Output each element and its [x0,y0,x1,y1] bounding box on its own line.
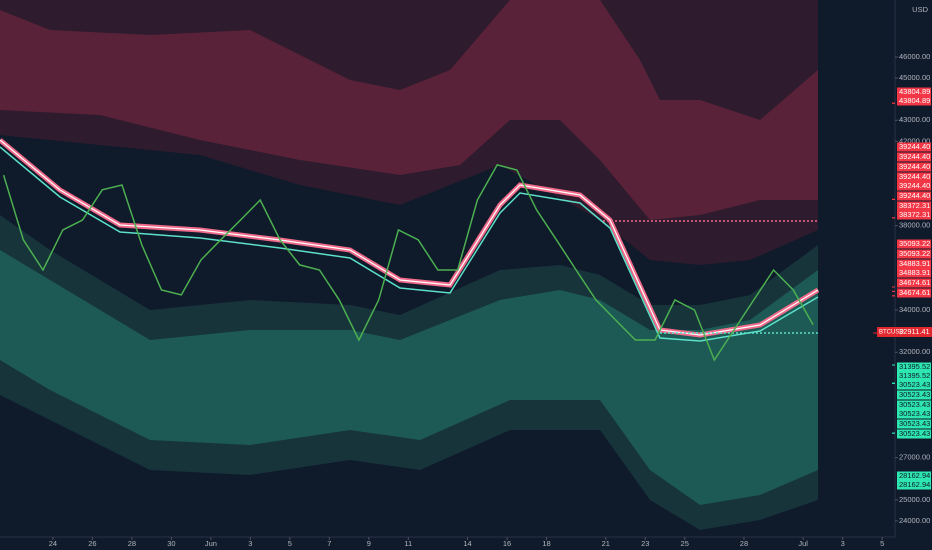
y-tick-label: 38000.00 [899,221,930,230]
symbol-label: BTCUSD [879,330,904,336]
price-label: 34883.91 [899,259,930,268]
moving-average [0,146,819,342]
currency-label: USD [912,5,928,14]
x-tick-label: 28 [128,539,136,548]
last-price-label: 32911.41 [899,327,930,336]
price-label-box [897,96,931,106]
y-tick-label: 46000.00 [899,52,930,61]
price-label: 39244.40 [899,172,930,181]
price-label-box [897,172,931,182]
price-line [2,164,814,362]
price-label: 30523.43 [899,429,930,438]
price-label-box [897,390,931,400]
x-tick-label: 25 [681,539,689,548]
x-tick-label: 11 [404,539,412,548]
price-label: 31395.52 [899,371,930,380]
price-label-box [897,210,931,220]
price-label: 38372.31 [899,201,930,210]
price-label: 30523.43 [899,409,930,418]
price-label-box [897,201,931,211]
price-label: 28162.94 [899,480,930,489]
y-tick-label: 27000.00 [899,453,930,462]
y-tick-label: 24000.00 [899,516,930,525]
price-label-box [897,288,931,298]
x-tick-label: 21 [602,539,610,548]
price-label-box [897,87,931,97]
y-tick-label: 25000.00 [899,495,930,504]
price-label-box [897,471,931,481]
price-label: 30523.43 [899,380,930,389]
price-label: 35093.22 [899,239,930,248]
price-label-box [897,249,931,259]
price-label-box [897,181,931,191]
x-tick-label: 18 [542,539,550,548]
price-label: 30523.43 [899,419,930,428]
price-label-box [897,142,931,152]
price-label: 30523.43 [899,400,930,409]
price-label-box [897,278,931,288]
last-price-box [877,327,932,337]
price-label-box [897,409,931,419]
x-tick-label: 5 [880,539,884,548]
price-label-box [897,268,931,278]
price-label: 39244.40 [899,191,930,200]
x-tick-label: Jul [798,539,808,548]
price-label: 39244.40 [899,142,930,151]
y-tick-label: 45000.00 [899,73,930,82]
x-tick-label: 3 [841,539,845,548]
x-tick-label: 3 [248,539,252,548]
bands [0,0,820,530]
lower-inner-band [0,250,818,505]
x-tick-label: Jun [205,539,217,548]
x-tick-label: 9 [367,539,371,548]
x-tick-label: 7 [327,539,331,548]
price-label-box [897,419,931,429]
price-label-box [897,380,931,390]
price-label-box [897,371,931,381]
x-tick-label: 14 [463,539,471,548]
y-tick-label: 42000.00 [899,136,930,145]
y-tick-label: 32000.00 [899,347,930,356]
price-label: 43804.89 [899,87,930,96]
price-label-box [897,362,931,372]
price-label: 43804.89 [899,96,930,105]
price-label-box [897,152,931,162]
price-label-box [897,191,931,201]
price-label: 34674.61 [899,278,930,287]
x-tick-label: 28 [740,539,748,548]
y-tick-label: 43000.00 [899,115,930,124]
x-tick-label: 26 [88,539,96,548]
price-label: 30523.43 [899,390,930,399]
x-tick-label: 16 [503,539,511,548]
price-label: 39244.40 [899,181,930,190]
x-tick-label: 24 [49,539,57,548]
price-label-box [897,162,931,172]
price-label-box [897,259,931,269]
x-tick-label: 23 [641,539,649,548]
price-label: 39244.40 [899,162,930,171]
y-tick-label: 34000.00 [899,305,930,314]
price-label: 28162.94 [899,471,930,480]
price-label-box [897,480,931,490]
price-label-box [897,400,931,410]
price-label: 31395.52 [899,362,930,371]
price-label: 35093.22 [899,249,930,258]
price-label: 34674.61 [899,288,930,297]
price-label: 39244.40 [899,152,930,161]
price-label-box [897,429,931,439]
x-tick-label: 30 [167,539,175,548]
upper-inner-band [0,0,818,220]
price-label-box [897,239,931,249]
price-label: 34883.91 [899,268,930,277]
x-tick-label: 5 [288,539,292,548]
price-label: 38372.31 [899,210,930,219]
